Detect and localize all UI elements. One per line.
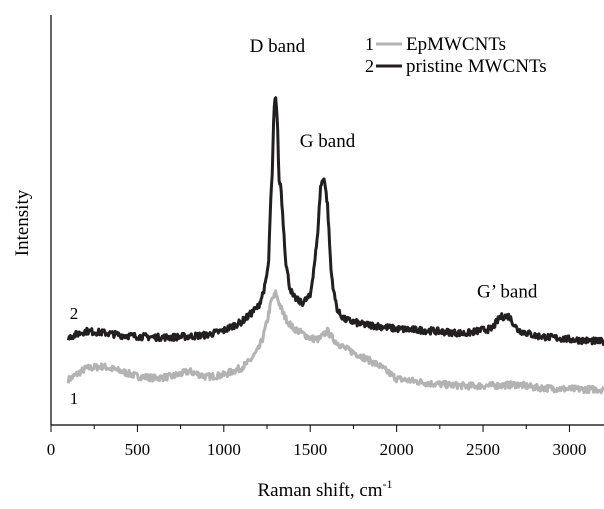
curve-labels: 12 [70,304,79,408]
band-label: D band [250,36,306,57]
legend: 1 EpMWCNTs 2 pristine MWCNTs [365,34,547,77]
curve-number-label: 2 [70,304,79,323]
legend-number: 2 [365,56,374,76]
xlabel-superscript: -1 [383,477,393,491]
series-line-2 [66,96,604,346]
axes [50,15,604,426]
ylabel: Intensity [12,189,33,256]
band-annotations: D band G band G’ band [250,36,538,303]
band-label: G’ band [477,282,538,303]
legend-label: EpMWCNTs [406,34,506,55]
x-ticks: 0 500 1000 1500 2000 2500 3000 [47,425,586,459]
legend-label: pristine MWCNTs [406,56,547,77]
legend-number: 1 [365,34,374,54]
x-tick-label: 500 [125,440,151,459]
xlabel: Raman shift, cm-1 [257,477,392,501]
x-tick-label: 3000 [552,440,586,459]
x-tick-label: 2000 [380,440,414,459]
xlabel-text: Raman shift, cm [257,480,382,501]
x-tick-label: 2500 [466,440,500,459]
series-line-1 [66,289,604,395]
plot-lines [66,96,604,395]
x-tick-label: 1000 [207,440,241,459]
x-tick-label: 0 [47,440,56,459]
band-label: G band [300,131,356,152]
curve-number-label: 1 [70,389,79,408]
x-tick-label: 1500 [293,440,327,459]
